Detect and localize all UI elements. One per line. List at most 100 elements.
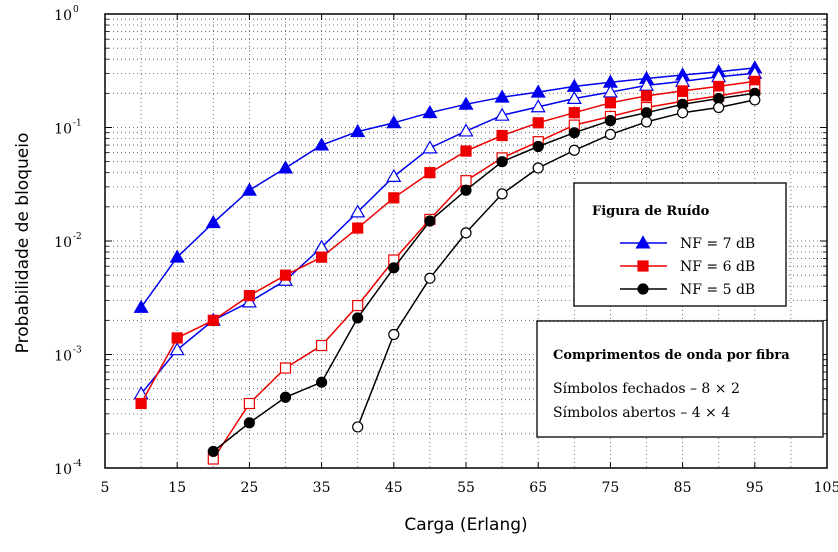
y-tick-label-exponent: 0	[73, 5, 79, 15]
data-point	[243, 290, 255, 302]
legend-noise-title: Figura de Ruído	[592, 204, 710, 219]
data-point	[350, 123, 366, 138]
data-point	[388, 328, 400, 341]
data-point	[243, 397, 255, 410]
y-axis-label: Probabilidade de bloqueio	[13, 133, 33, 354]
series-line	[357, 99, 755, 428]
legend-marker	[635, 235, 651, 249]
y-tick-label-base: 10	[54, 235, 72, 251]
axis-ticks: 5 15 25 35 45 55 65 75 85 95 10510-410-310-210-110…	[54, 5, 838, 496]
data-point	[676, 107, 689, 119]
y-tick-label-base: 10	[54, 462, 72, 478]
data-point	[532, 162, 544, 174]
series-nf7-8x2	[133, 60, 763, 313]
legend-entry-label: NF = 7 dB	[680, 236, 755, 252]
data-point	[171, 332, 183, 344]
data-point	[532, 140, 544, 153]
x-tick-label: 55	[457, 480, 475, 496]
y-tick-label-exponent: -1	[73, 119, 82, 129]
data-point	[207, 314, 219, 326]
data-point	[530, 99, 546, 113]
data-point	[676, 85, 689, 97]
data-point	[422, 140, 438, 154]
data-point	[388, 192, 400, 204]
x-tick-label: 105	[814, 480, 838, 496]
data-point	[424, 215, 436, 227]
legend-noise-entries: NF = 7 dB NF = 6 dB NF = 5 dB	[620, 235, 755, 298]
data-point	[602, 84, 618, 98]
y-tick-label-base: 10	[54, 8, 72, 24]
data-point	[314, 137, 330, 151]
data-point	[713, 101, 725, 114]
legend-entry: NF = 6 dB	[620, 259, 755, 275]
data-point	[494, 107, 510, 121]
data-point	[640, 116, 653, 128]
data-point	[169, 249, 185, 263]
legend-wavelengths-line-open: Símbolos abertos – 4 × 4	[553, 405, 730, 421]
series-line	[212, 92, 755, 452]
data-point	[713, 80, 725, 93]
legend-entry: NF = 7 dB	[620, 235, 755, 252]
data-point	[279, 269, 292, 281]
data-point	[640, 107, 653, 119]
legend-entry-label: NF = 5 dB	[680, 282, 755, 298]
data-point	[424, 272, 436, 284]
legend-marker	[637, 283, 649, 295]
x-tick-label: 65	[529, 480, 547, 496]
data-point	[568, 144, 580, 156]
data-point	[604, 97, 617, 109]
data-point	[530, 84, 546, 98]
data-point	[279, 362, 292, 374]
legend-noise-box	[573, 182, 787, 307]
x-axis-label: Carga (Erlang)	[404, 515, 527, 535]
data-point	[460, 184, 472, 196]
data-point	[496, 156, 508, 168]
data-point	[350, 204, 366, 218]
data-point	[352, 222, 364, 234]
data-point	[279, 391, 292, 403]
data-point	[458, 96, 474, 110]
x-tick-label: 35	[313, 480, 331, 496]
legend-entry-label: NF = 6 dB	[680, 259, 755, 275]
data-point	[566, 90, 582, 105]
data-point	[207, 445, 219, 458]
y-tick-label-exponent: -2	[73, 232, 82, 242]
y-tick-label-exponent: -3	[73, 346, 82, 356]
data-point	[422, 104, 438, 119]
data-point	[352, 299, 364, 312]
data-point	[749, 94, 761, 106]
data-point	[496, 129, 508, 142]
data-point	[169, 342, 185, 356]
data-point	[316, 251, 328, 263]
data-point	[458, 123, 474, 137]
x-tick-label: 5	[101, 480, 110, 496]
data-point	[241, 182, 257, 196]
legend-wavelengths-box	[536, 320, 824, 438]
series-line	[140, 80, 755, 404]
series-nf5-4x4	[352, 94, 761, 433]
data-point	[494, 89, 510, 103]
data-point	[604, 128, 617, 140]
data-point	[386, 115, 402, 129]
legend-wavelengths-title: Comprimentos de onda por fibra	[553, 348, 790, 363]
data-point	[640, 90, 653, 102]
legend-marker	[637, 260, 649, 272]
series-nf6-8x2	[135, 75, 761, 410]
series-group	[133, 60, 763, 465]
data-point	[205, 214, 221, 229]
y-tick-label-base: 10	[54, 349, 72, 365]
data-point	[352, 312, 364, 324]
data-point	[316, 339, 328, 352]
x-tick-label: 45	[385, 480, 403, 496]
x-tick-label: 85	[674, 480, 692, 496]
x-tick-label: 15	[168, 480, 186, 496]
data-point	[352, 421, 364, 433]
data-point	[604, 115, 617, 127]
grid	[105, 14, 827, 468]
data-point	[496, 188, 508, 200]
data-point	[277, 160, 294, 174]
data-point	[316, 376, 328, 388]
data-point	[135, 397, 147, 410]
data-point	[388, 262, 400, 274]
data-point	[386, 168, 402, 182]
